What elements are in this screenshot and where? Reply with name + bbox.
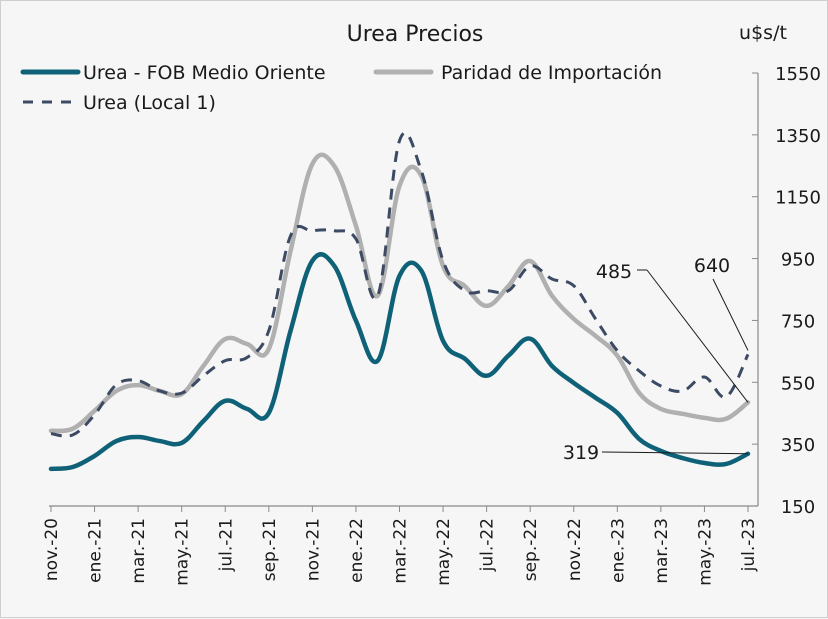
legend-label-urea-fob-medio-oriente: Urea - FOB Medio Oriente (83, 62, 326, 84)
x-tick-label: may.-23 (695, 518, 715, 586)
series-group (51, 133, 748, 469)
annotation-leader (713, 279, 748, 350)
x-tick-label: may.-22 (434, 518, 454, 586)
x-tick-label: nov.-20 (42, 518, 62, 581)
x-tick-label: ene.-21 (86, 518, 106, 583)
annotations: 319 485 640 (563, 255, 748, 464)
annotation-label: 640 (694, 255, 730, 277)
chart-title: Urea Precios (347, 22, 484, 47)
x-tick-label: mar.-22 (391, 518, 411, 584)
x-tick-label: mar.-23 (652, 518, 672, 584)
x-tick-label: jul.-22 (478, 518, 498, 572)
y-tick-label: 1550 (775, 64, 821, 85)
annotation-leader (647, 270, 748, 402)
legend-label-urea-local-1: Urea (Local 1) (83, 92, 216, 114)
y-tick-label: 350 (781, 435, 815, 456)
y-tick-label: 1350 (775, 126, 821, 147)
y-tick-label: 750 (781, 311, 815, 332)
y-axis-unit-label: u$s/t (739, 22, 787, 44)
x-tick-label: nov.-22 (565, 518, 585, 581)
y-tick-label: 150 (781, 497, 815, 518)
x-tick-label: mar.-21 (129, 518, 149, 584)
x-tick-label: ene.-23 (608, 518, 628, 583)
x-tick-label: may.-21 (173, 518, 193, 586)
y-tick-label: 950 (781, 250, 815, 271)
x-tick-label: nov.-21 (303, 518, 323, 581)
x-tick-label: sep.-21 (260, 518, 280, 581)
y-tick-label: 550 (781, 373, 815, 394)
y-tick-label: 1150 (775, 188, 821, 209)
x-tick-label: sep.-22 (521, 518, 541, 581)
series-line-paridad-de-importacion (51, 155, 748, 431)
x-tick-label: jul.-21 (216, 518, 236, 572)
annotation-label: 485 (596, 261, 632, 283)
x-tick-label: ene.-22 (347, 518, 367, 583)
legend-label-paridad-de-importacion: Paridad de Importación (441, 62, 662, 84)
legend: Urea - FOB Medio Oriente Paridad de Impor… (23, 62, 662, 114)
axes: 150 350 550 750 950 1150 1350 1550 nov.-20 ene.-2… (42, 64, 821, 586)
annotation-leader (602, 452, 748, 454)
x-tick-label: jul.-23 (739, 518, 759, 572)
series-line-urea-fob-medio-oriente (51, 254, 748, 469)
annotation-label: 319 (563, 442, 599, 464)
